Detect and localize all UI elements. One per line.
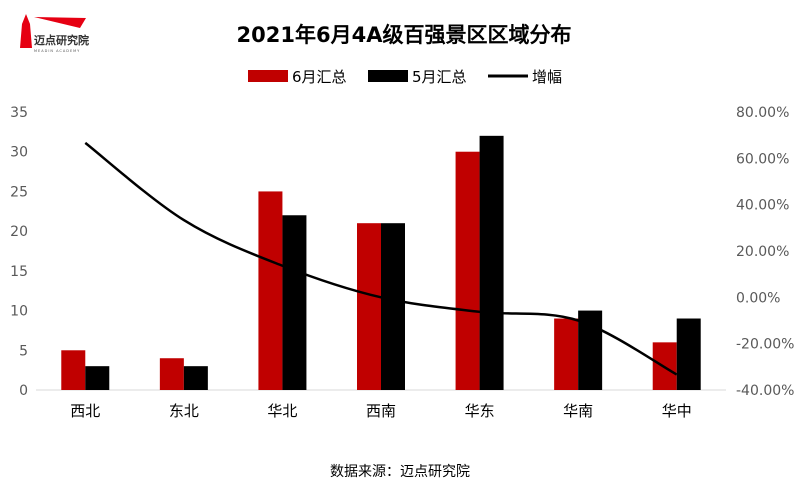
bar-june (554, 318, 579, 390)
logo-subtext: MEADIN ACADEMY (34, 49, 80, 53)
legend-swatch (248, 70, 288, 82)
right-tick-label: 80.00% (736, 105, 789, 121)
right-tick-label: -20.00% (736, 337, 794, 353)
left-tick-label: 35 (10, 105, 28, 121)
bar-june (61, 350, 86, 390)
left-tick-label: 5 (19, 343, 28, 359)
legend: 6月汇总 5月汇总 增幅 (248, 68, 562, 86)
bar-may (183, 366, 208, 390)
legend-label: 5月汇总 (412, 68, 467, 86)
x-tick-label: 西北 (70, 402, 100, 420)
bar-may (282, 215, 307, 390)
bar-june (159, 358, 184, 390)
bar-june (357, 223, 381, 390)
x-tick-label: 华中 (662, 402, 692, 420)
chart-title: 2021年6月4A级百强景区区域分布 (237, 23, 572, 47)
bar-may (479, 135, 504, 390)
left-tick-label: 0 (19, 383, 28, 399)
left-tick-label: 10 (10, 304, 28, 320)
logo-text: 迈点研究院 (34, 33, 89, 47)
right-tick-label: 40.00% (736, 198, 789, 214)
logo: 迈点研究院 MEADIN ACADEMY (20, 14, 89, 53)
right-tick-label: -40.00% (736, 383, 794, 399)
bar-may (381, 223, 405, 390)
x-tick-label: 华北 (267, 402, 297, 420)
legend-label: 增幅 (532, 68, 562, 86)
x-tick-label: 东北 (169, 402, 199, 420)
source-note: 数据来源：迈点研究院 (330, 464, 470, 480)
legend-label: 6月汇总 (292, 68, 347, 86)
growth-line (84, 141, 678, 376)
left-tick-label: 15 (10, 264, 28, 280)
legend-swatch (368, 70, 408, 82)
right-tick-label: 60.00% (736, 151, 789, 167)
bar-june (455, 151, 480, 390)
bar-may (85, 366, 110, 390)
x-tick-label: 华东 (465, 402, 495, 420)
left-tick-label: 30 (10, 145, 28, 161)
right-tick-label: 0.00% (736, 290, 780, 306)
left-tick-label: 20 (10, 224, 28, 240)
bar-may (676, 318, 701, 390)
logo-lighthouse-icon (20, 14, 32, 48)
left-tick-label: 25 (10, 184, 28, 200)
right-tick-label: 20.00% (736, 244, 789, 260)
x-tick-label: 西南 (366, 402, 396, 420)
bar-june (258, 191, 283, 390)
logo-beam-icon (34, 17, 86, 28)
x-tick-label: 华南 (563, 402, 593, 420)
